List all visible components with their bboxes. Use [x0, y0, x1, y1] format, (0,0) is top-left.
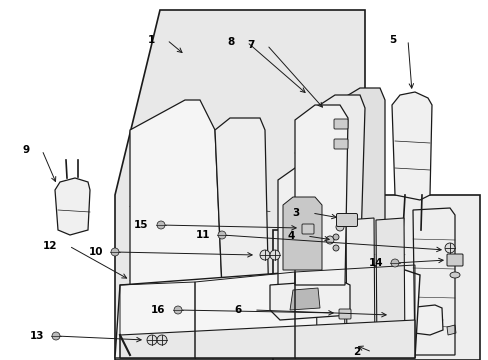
- Polygon shape: [215, 118, 269, 355]
- Text: 2: 2: [352, 347, 359, 357]
- Text: 5: 5: [388, 35, 395, 45]
- Circle shape: [111, 248, 119, 256]
- Circle shape: [332, 245, 338, 251]
- Text: 8: 8: [227, 37, 235, 47]
- Text: 14: 14: [367, 258, 382, 268]
- Text: 15: 15: [133, 220, 148, 230]
- Circle shape: [332, 234, 338, 240]
- Circle shape: [325, 236, 333, 244]
- Polygon shape: [272, 195, 479, 360]
- Polygon shape: [289, 288, 319, 310]
- FancyBboxPatch shape: [446, 254, 462, 266]
- FancyBboxPatch shape: [333, 139, 347, 149]
- Circle shape: [174, 306, 182, 314]
- Polygon shape: [294, 105, 347, 285]
- FancyBboxPatch shape: [333, 119, 347, 129]
- FancyBboxPatch shape: [336, 213, 357, 226]
- Polygon shape: [391, 92, 431, 200]
- Circle shape: [52, 332, 60, 340]
- Polygon shape: [278, 168, 329, 290]
- Circle shape: [157, 221, 164, 229]
- Text: 16: 16: [150, 305, 164, 315]
- Circle shape: [147, 335, 157, 345]
- Text: 13: 13: [29, 331, 44, 341]
- Polygon shape: [115, 265, 419, 358]
- Circle shape: [269, 250, 280, 260]
- FancyBboxPatch shape: [302, 224, 313, 234]
- Text: 10: 10: [88, 247, 103, 257]
- Polygon shape: [120, 320, 414, 358]
- Polygon shape: [55, 178, 90, 235]
- Polygon shape: [269, 280, 349, 320]
- Text: 7: 7: [247, 40, 254, 50]
- Polygon shape: [283, 197, 321, 270]
- Polygon shape: [375, 218, 404, 355]
- Circle shape: [444, 243, 454, 253]
- Text: 1: 1: [147, 35, 155, 45]
- Circle shape: [390, 259, 398, 267]
- Circle shape: [157, 335, 167, 345]
- Polygon shape: [339, 88, 384, 270]
- Polygon shape: [346, 218, 374, 355]
- Polygon shape: [115, 10, 364, 360]
- Text: 3: 3: [292, 208, 299, 218]
- Text: 12: 12: [42, 241, 57, 251]
- Polygon shape: [315, 218, 345, 355]
- Circle shape: [335, 223, 343, 231]
- Text: 11: 11: [195, 230, 209, 240]
- Text: 6: 6: [234, 305, 242, 315]
- Text: 9: 9: [23, 145, 30, 155]
- FancyBboxPatch shape: [338, 309, 350, 319]
- Polygon shape: [387, 305, 442, 335]
- Circle shape: [260, 250, 269, 260]
- Text: 4: 4: [287, 231, 294, 241]
- Polygon shape: [314, 95, 364, 275]
- Polygon shape: [130, 100, 224, 355]
- Ellipse shape: [449, 272, 459, 278]
- Circle shape: [218, 231, 225, 239]
- Polygon shape: [446, 325, 455, 335]
